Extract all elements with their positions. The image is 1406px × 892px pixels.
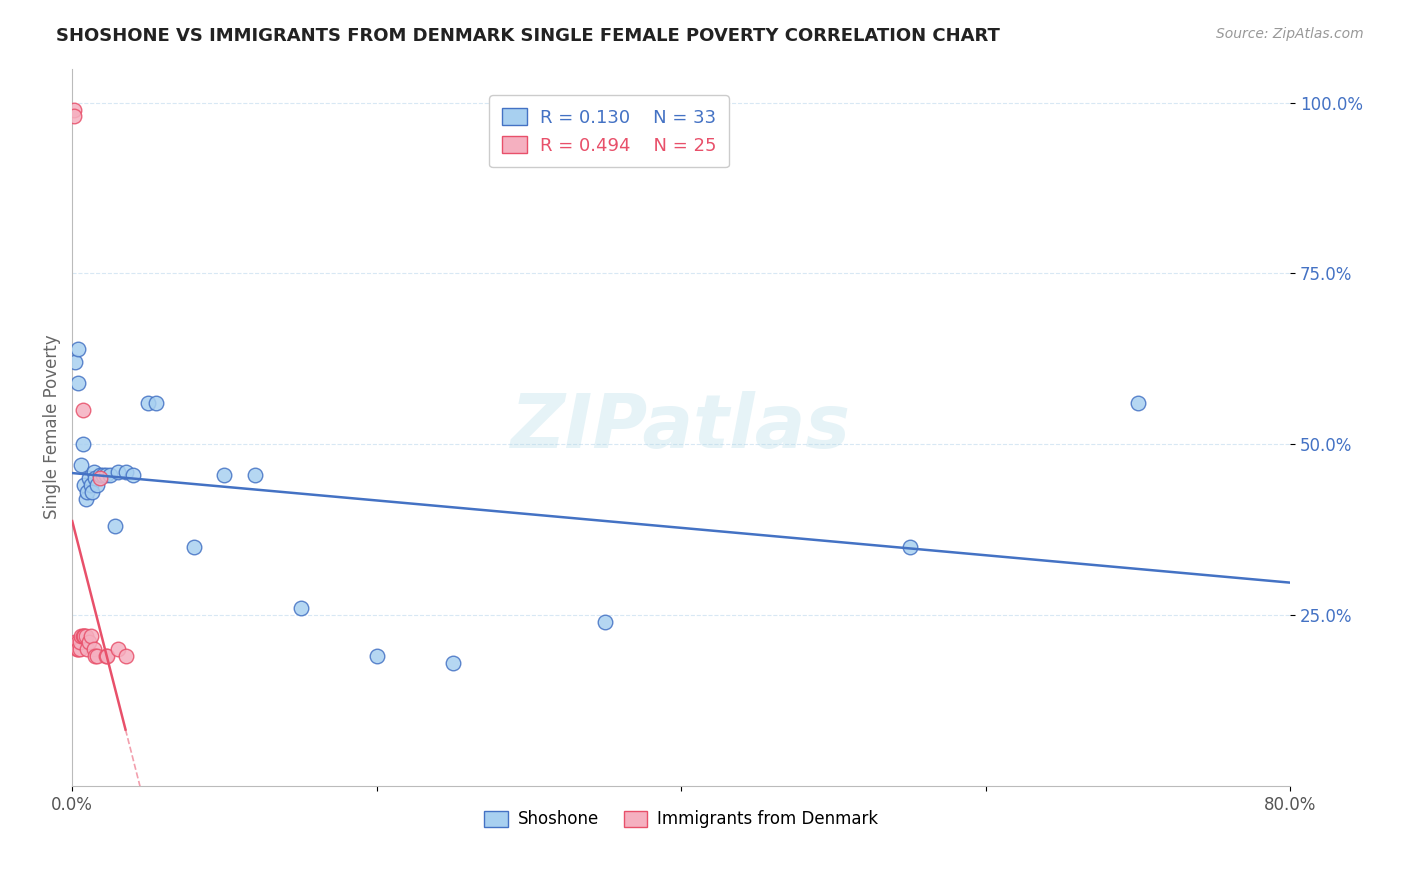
Point (67, 635, 90, 649)
Point (1126, 396, 1149, 410)
Point (76, 642, 98, 657)
Point (77, 471, 100, 485)
Point (89, 467, 111, 482)
Point (83, 465, 105, 479)
Point (65, 355, 87, 369)
Point (98, 467, 121, 482)
Point (76, 485, 98, 500)
Point (84, 471, 107, 485)
Point (91, 467, 114, 482)
Point (72, 437, 94, 451)
Point (65, 635, 87, 649)
Point (84, 648, 107, 663)
Point (79, 628, 101, 642)
Point (80, 485, 103, 500)
Point (75, 491, 97, 506)
Point (114, 465, 136, 479)
Point (89, 471, 111, 485)
Point (62, 109, 84, 123)
Point (62, 103, 84, 117)
Point (79, 478, 101, 492)
Point (70, 628, 93, 642)
Point (104, 519, 127, 533)
Point (67, 342, 90, 356)
Point (72, 628, 94, 642)
Point (122, 467, 145, 482)
Legend: Shoshone, Immigrants from Denmark: Shoshone, Immigrants from Denmark (478, 804, 884, 835)
Point (107, 642, 129, 657)
Point (69, 635, 91, 649)
Point (593, 615, 616, 629)
Point (94, 467, 117, 482)
Text: SHOSHONE VS IMMIGRANTS FROM DENMARK SINGLE FEMALE POVERTY CORRELATION CHART: SHOSHONE VS IMMIGRANTS FROM DENMARK SING… (56, 27, 1000, 45)
Point (183, 540, 205, 554)
Point (107, 465, 129, 479)
Point (75, 628, 97, 642)
Text: Source: ZipAtlas.com: Source: ZipAtlas.com (1216, 27, 1364, 41)
Point (77, 635, 100, 649)
Point (96, 648, 118, 663)
Point (69, 642, 91, 657)
Point (66, 642, 89, 657)
Point (86, 648, 108, 663)
Point (83, 642, 105, 657)
Y-axis label: Single Female Poverty: Single Female Poverty (44, 334, 60, 519)
Point (86, 478, 108, 492)
Point (290, 601, 312, 615)
Point (243, 467, 266, 482)
Point (67, 642, 90, 657)
Text: ZIPatlas: ZIPatlas (512, 391, 851, 464)
Point (73, 628, 96, 642)
Point (214, 467, 236, 482)
Point (898, 540, 921, 554)
Point (114, 648, 136, 663)
Point (73, 478, 96, 492)
Point (138, 396, 160, 410)
Point (73, 628, 96, 642)
Point (145, 396, 167, 410)
Point (67, 376, 90, 390)
Point (366, 648, 388, 663)
Point (72, 403, 94, 417)
Point (70, 458, 93, 472)
Point (441, 656, 464, 670)
Point (94, 648, 117, 663)
